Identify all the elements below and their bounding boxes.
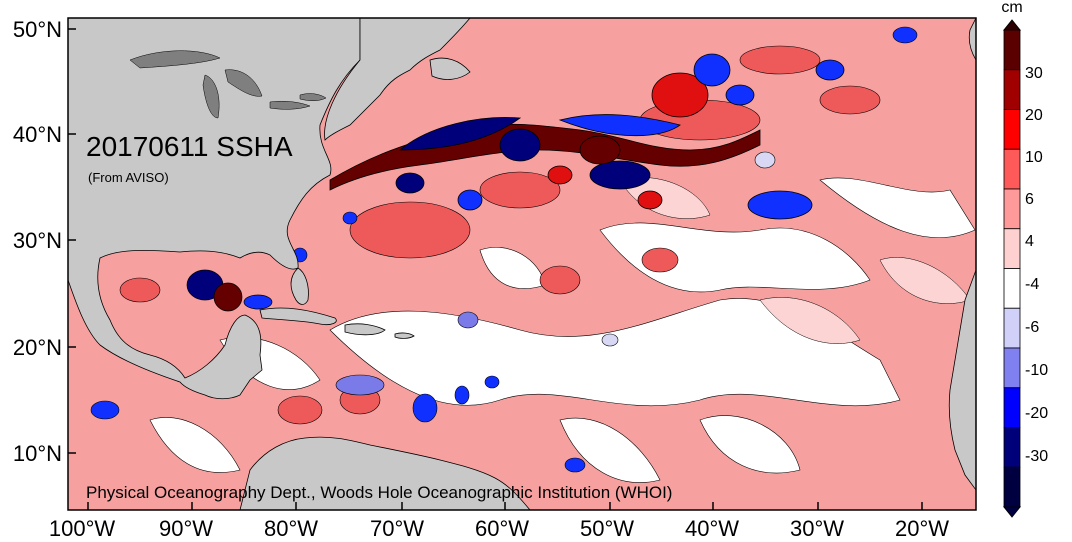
lon-label: 70°W [370,516,424,541]
lon-label: 40°W [685,516,739,541]
colorbar-label: -6 [1025,319,1039,336]
colorbar-label: 4 [1025,233,1034,250]
colorbar-label: 6 [1025,191,1034,208]
latitude-labels: 50°N 40°N 30°N 20°N 10°N [13,17,62,466]
colorbar-swatch [1003,188,1021,230]
colorbar-swatch [1003,347,1021,389]
map-source: (From AVISO) [88,170,169,185]
colorbar-swatch [1003,307,1021,349]
land [68,18,976,510]
colorbar-label: -4 [1025,276,1039,293]
map-panel [68,18,976,510]
colorbar-label: -10 [1025,362,1048,379]
map-title: 20170611 SSHA [86,131,293,162]
colorbar-labels: 30 20 10 6 4 -4 -6 -10 -20 -30 [1025,65,1048,465]
lon-label: 90°W [159,516,213,541]
colorbar-swatch [1003,268,1021,309]
colorbar-bottom-arrow [1002,506,1022,518]
lat-label: 30°N [13,228,62,253]
lat-label: 20°N [13,335,62,360]
lat-label: 40°N [13,122,62,147]
colorbar-top-arrow [1002,19,1022,31]
strong-positive-areas [119,45,881,425]
colorbar-swatches [1003,29,1021,508]
colorbar-unit: cm [1001,0,1022,16]
colorbar: cm 30 20 10 6 4 -4 -6 -10 -20 -30 [1001,0,1048,518]
neutral-anomaly-areas [149,177,976,483]
great-lakes [129,50,327,119]
colorbar-label: -30 [1025,448,1048,465]
colorbar-label: 20 [1025,107,1043,124]
lon-label: 30°W [790,516,844,541]
colorbar-label: 30 [1025,65,1043,82]
lon-label: 20°W [895,516,949,541]
longitude-labels: 100°W 90°W 80°W 70°W 60°W 50°W 40°W 30°W… [49,516,949,541]
lat-label: 10°N [13,441,62,466]
colorbar-swatch [1003,387,1021,428]
lon-label: 60°W [475,516,529,541]
colorbar-swatch [1003,228,1021,269]
lon-label: 100°W [49,516,116,541]
gulf-stream-anomalies [329,53,845,220]
lat-label: 50°N [13,17,62,42]
weak-positive-areas [619,177,971,344]
map-frame [67,17,977,511]
colorbar-swatch [1003,109,1021,150]
colorbar-swatch [1003,148,1021,190]
colorbar-label: -20 [1025,405,1048,422]
lon-label: 80°W [264,516,318,541]
colorbar-swatch [1003,69,1021,110]
lon-label: 50°W [580,516,634,541]
colorbar-swatch [1003,427,1021,468]
colorbar-swatch [1003,466,1021,508]
gulf-of-mexico-eddies [186,269,273,312]
map-credit: Physical Oceanography Dept., Woods Hole … [86,483,672,502]
scattered-negative-areas [90,26,918,473]
colorbar-label: 10 [1025,149,1043,166]
colorbar-swatch [1003,29,1021,71]
graticule-ticks [68,28,923,510]
